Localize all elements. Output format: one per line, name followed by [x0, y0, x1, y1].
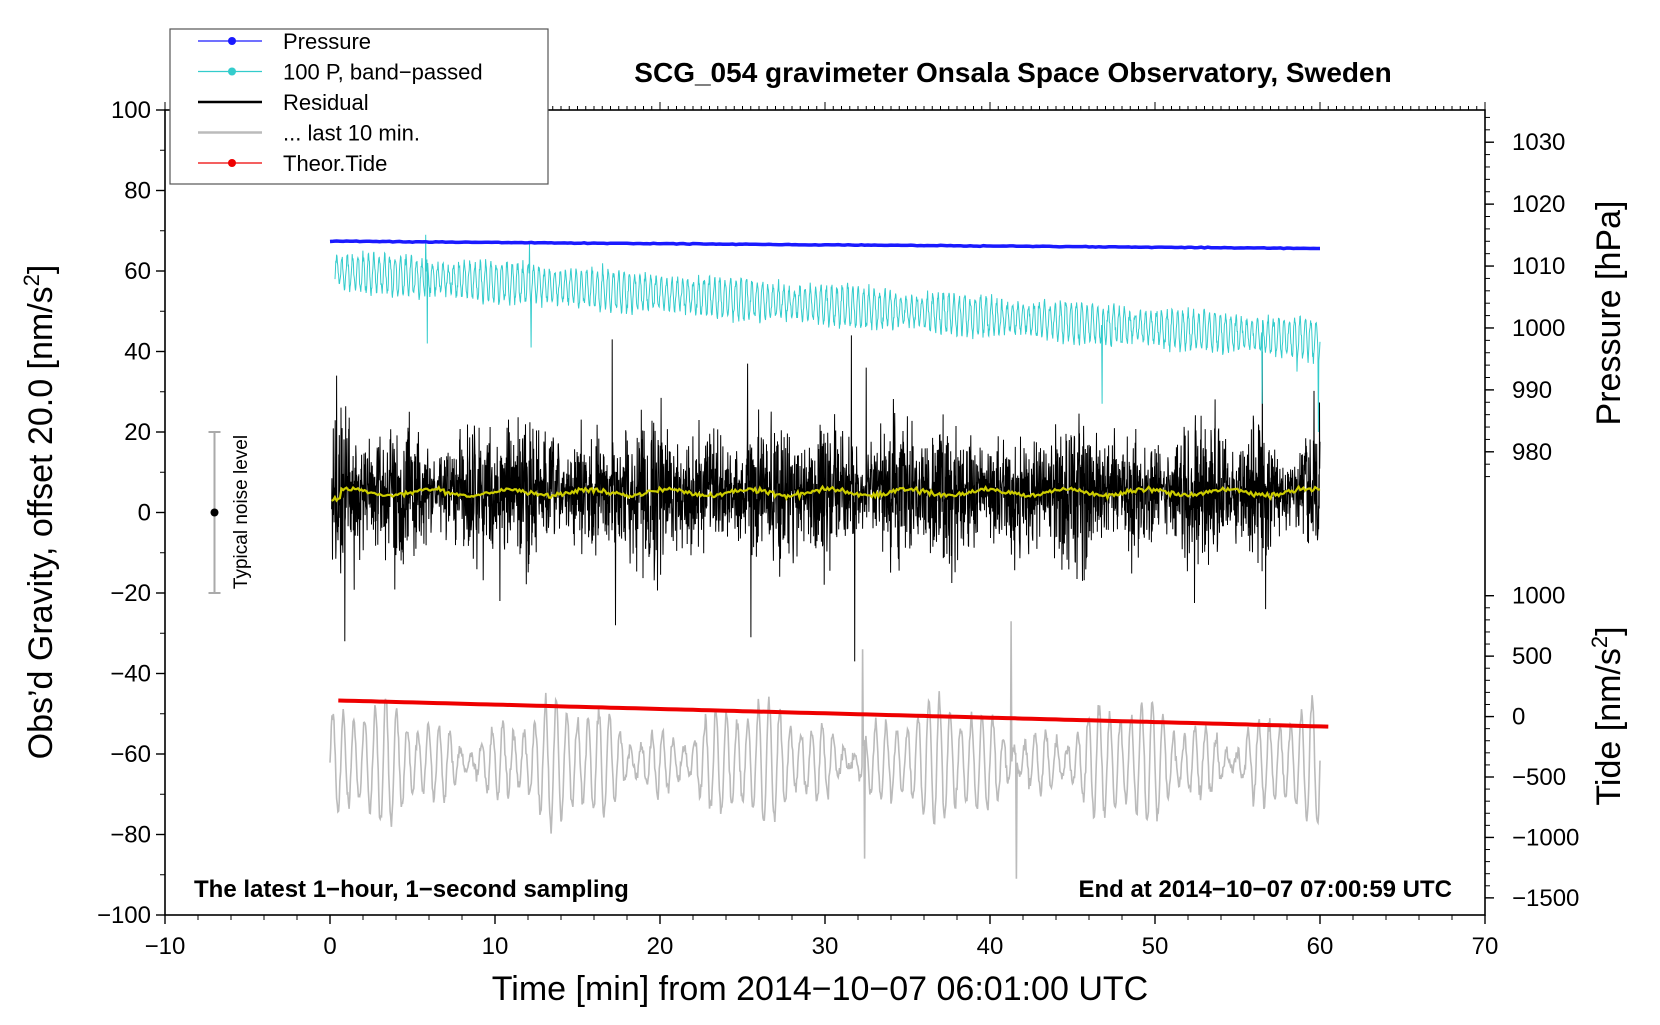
legend-entries: Pressure 100 P, band−passed Residual ... la…: [198, 29, 483, 176]
y-axis-label-pressure: Pressure [hPa]: [1590, 201, 1628, 426]
x-tick-label: 30: [812, 933, 839, 960]
y-tick-label: −80: [110, 822, 151, 849]
legend-entry-label: Pressure: [283, 29, 371, 54]
legend-entry-label: 100 P, band−passed: [283, 60, 483, 85]
legend-entry-label: ... last 10 min.: [283, 121, 420, 146]
y-axis-label-bracket: ]: [22, 265, 60, 274]
legend: Pressure 100 P, band−passed Residual ... la…: [169, 28, 549, 185]
x-tick-label: −10: [145, 933, 186, 960]
tide-tick-label: 500: [1512, 643, 1552, 670]
y-tick-label: 80: [124, 178, 151, 205]
series-pressure: [329, 239, 1320, 251]
axes-layer: −10 0 10 20 30 40 50 60 70100806040200−20−40−60−…: [97, 97, 1579, 960]
y-tick-label: 60: [124, 258, 151, 285]
series-last-10-min: [329, 621, 1321, 879]
y-tick-label: 0: [138, 500, 151, 527]
y-tick-label: −40: [110, 661, 151, 688]
end-time-annotation: End at 2014−10−07 07:00:59 UTC: [1078, 876, 1452, 903]
y-axis-label-tide: Tide [nm/s2]: [1587, 626, 1628, 805]
x-tick-label: 20: [647, 933, 674, 960]
pressure-tick-label: 1030: [1512, 129, 1565, 156]
pressure-tick-label: 1010: [1512, 253, 1565, 280]
series-residual: [331, 335, 1321, 662]
y-tick-label: 20: [124, 419, 151, 446]
y-tick-label: 100: [111, 97, 151, 124]
chart-title: SCG_054 gravimeter Onsala Space Observat…: [634, 57, 1391, 88]
legend-swatch-dot: [228, 159, 236, 167]
x-axis-label: Time [min] from 2014−10−07 06:01:00 UTC: [492, 970, 1148, 1008]
tide-label-bracket: ]: [1590, 626, 1628, 635]
tide-tick-label: −1500: [1512, 885, 1579, 912]
series-band-passed-pressure: [334, 234, 1321, 433]
x-tick-label: 60: [1307, 933, 1334, 960]
y-tick-label: −60: [110, 741, 151, 768]
noise-indicator: [208, 431, 221, 594]
tide-tick-label: −500: [1512, 764, 1566, 791]
pressure-tick-label: 1000: [1512, 315, 1565, 342]
noise-level-label: Typical noise level: [231, 435, 252, 589]
y-axis-label-gravity: Obs’d Gravity, offset 20.0 [nm/s2]: [19, 265, 60, 760]
y-tick-label: 40: [124, 339, 151, 366]
x-tick-label: 10: [482, 933, 509, 960]
tide-tick-label: 0: [1512, 704, 1525, 731]
x-tick-label: 50: [1142, 933, 1169, 960]
legend-box: [169, 28, 549, 185]
series-residual-smoothed: [331, 484, 1321, 503]
legend-entry-label: Residual: [283, 90, 369, 115]
legend-swatch-dot: [228, 37, 236, 45]
y-tick-label: −100: [97, 902, 151, 929]
sampling-annotation: The latest 1−hour, 1−second sampling: [194, 876, 629, 903]
pressure-tick-label: 990: [1512, 377, 1552, 404]
series-theor-tide: [338, 698, 1329, 729]
tide-tick-label: 1000: [1512, 583, 1565, 610]
series-layer: [329, 234, 1329, 879]
legend-swatch-dot: [228, 67, 236, 76]
x-tick-label: 40: [977, 933, 1004, 960]
y-tick-label: −20: [110, 580, 151, 607]
legend-entry-label: Theor.Tide: [283, 151, 387, 176]
x-tick-label: 0: [323, 933, 336, 960]
tide-tick-label: −1000: [1512, 824, 1579, 851]
y-axis-label-superscript: 2: [19, 274, 44, 286]
pressure-tick-label: 980: [1512, 439, 1552, 466]
pressure-tick-label: 1020: [1512, 191, 1565, 218]
noise-bar-center-dot: [210, 508, 219, 517]
x-tick-label: 70: [1472, 933, 1499, 960]
tide-label-superscript: 2: [1587, 636, 1612, 648]
